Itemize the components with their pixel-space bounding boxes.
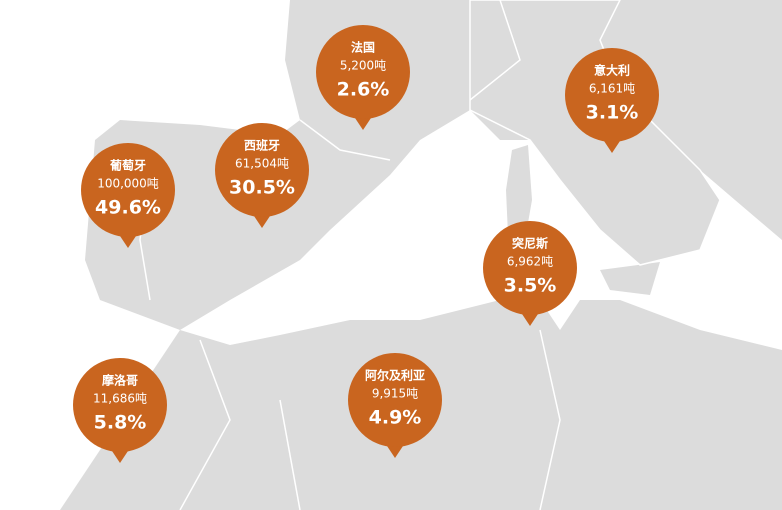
- pin-circle: [348, 353, 442, 447]
- pin: 阿尔及利亚 9,915吨 4.9%: [348, 353, 442, 458]
- pin-amount: 6,962吨: [507, 255, 553, 269]
- pin-amount: 9,915吨: [372, 387, 418, 401]
- pin: 意大利 6,161吨 3.1%: [565, 48, 659, 153]
- pin-name: 葡萄牙: [109, 158, 146, 173]
- pin-name: 摩洛哥: [102, 373, 138, 388]
- pins: 法国 5,200吨 2.6% 意大利 6,161吨 3.1% 葡萄牙 100,000吨 49.6…: [73, 25, 659, 463]
- pin-circle: [215, 123, 309, 217]
- borders: [139, 0, 561, 510]
- pin-name: 西班牙: [244, 138, 280, 153]
- pin: 突尼斯 6,962吨 3.5%: [483, 221, 577, 326]
- pin-share: 5.8%: [94, 412, 147, 434]
- pin-name: 意大利: [594, 63, 630, 78]
- pin-share: 4.9%: [369, 407, 422, 429]
- island: [600, 262, 660, 295]
- pin-share: 2.6%: [337, 79, 390, 101]
- pin-name: 突尼斯: [512, 236, 548, 251]
- pin-circle: [81, 143, 175, 237]
- pin: 葡萄牙 100,000吨 49.6%: [81, 143, 175, 248]
- pin-amount: 11,686吨: [93, 392, 147, 406]
- pin-amount: 100,000吨: [97, 177, 159, 191]
- pin-amount: 61,504吨: [235, 157, 289, 171]
- pin-amount: 6,161吨: [589, 82, 635, 96]
- pin: 法国 5,200吨 2.6%: [316, 25, 410, 130]
- pin-name: 法国: [351, 40, 375, 55]
- pin-circle: [316, 25, 410, 119]
- pin-circle: [483, 221, 577, 315]
- pin-name: 阿尔及利亚: [365, 368, 425, 383]
- pin-share: 49.6%: [95, 197, 161, 219]
- island: [506, 145, 532, 240]
- pin-circle: [565, 48, 659, 142]
- pin-share: 3.5%: [504, 275, 557, 297]
- atlantic: [0, 0, 300, 510]
- pin-share: 30.5%: [229, 177, 295, 199]
- pin: 西班牙 61,504吨 30.5%: [215, 123, 309, 228]
- pin: 摩洛哥 11,686吨 5.8%: [73, 358, 167, 463]
- pin-share: 3.1%: [586, 102, 639, 124]
- pin-circle: [73, 358, 167, 452]
- pin-amount: 5,200吨: [340, 59, 386, 73]
